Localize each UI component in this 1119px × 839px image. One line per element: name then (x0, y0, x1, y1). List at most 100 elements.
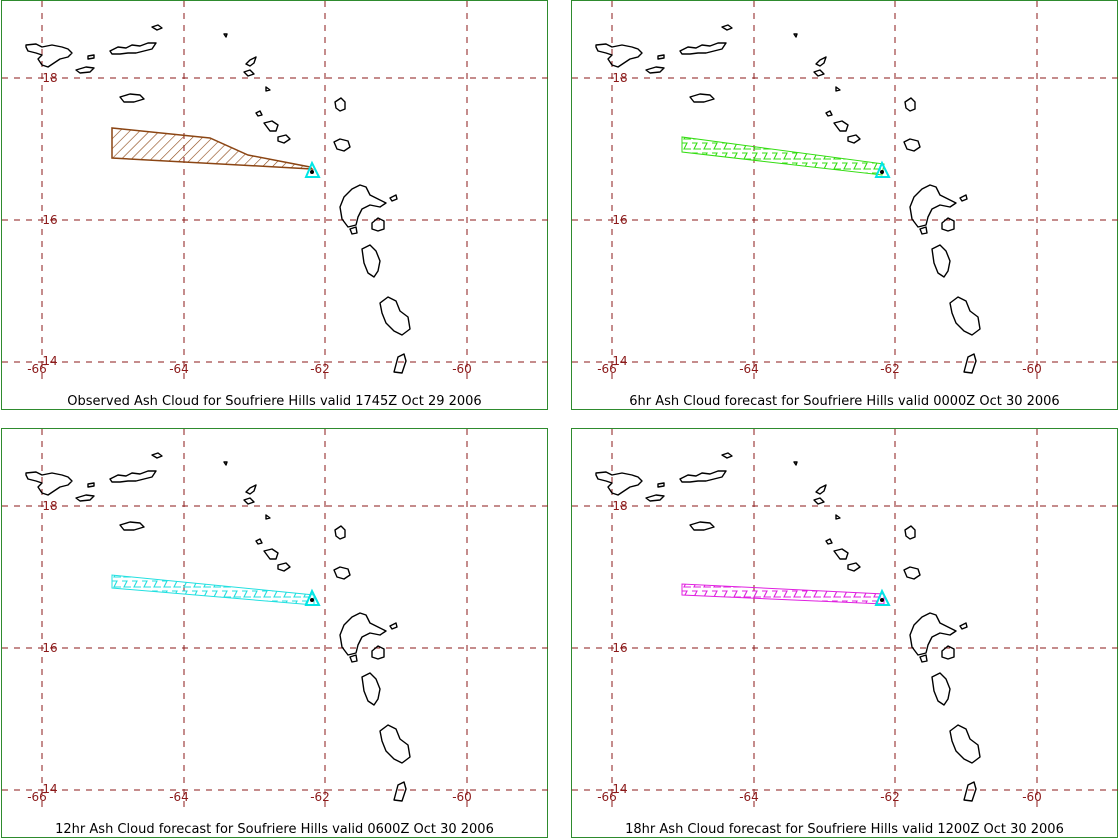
island-outline (151, 24, 163, 31)
island-outline (277, 134, 291, 144)
panel-caption: 18hr Ash Cloud forecast for Soufriere Hi… (625, 822, 1064, 837)
longitude-label: -60 (452, 790, 472, 804)
island-outline (243, 497, 255, 505)
island-outline (245, 484, 257, 495)
latitude-label: 16 (612, 641, 627, 655)
island-outline (679, 42, 727, 55)
island-outline (931, 244, 951, 278)
island-outline (339, 184, 387, 228)
longitude-label: -64 (169, 790, 189, 804)
island-outline (361, 672, 381, 706)
coastlines (595, 24, 981, 374)
island-outline (389, 622, 398, 630)
island-outline (903, 566, 921, 580)
island-outline (334, 97, 346, 112)
longitude-label: -66 (27, 362, 47, 376)
island-outline (265, 86, 271, 92)
island-outline (815, 484, 827, 495)
island-outline (339, 612, 387, 656)
island-outline (361, 244, 381, 278)
island-outline (349, 226, 358, 235)
graticule (572, 1, 1119, 383)
island-outline (75, 494, 95, 502)
longitude-label: -62 (880, 362, 900, 376)
latitude-label: 14 (612, 354, 627, 368)
island-outline (277, 562, 291, 572)
island-outline (349, 654, 358, 663)
island-outline (645, 66, 665, 74)
island-outline (109, 470, 157, 483)
longitude-label: -60 (1022, 790, 1042, 804)
island-outline (963, 353, 977, 374)
island-outline (847, 562, 861, 572)
panel-caption: 6hr Ash Cloud forecast for Soufriere Hil… (629, 394, 1060, 409)
island-outline (223, 461, 228, 466)
volcano-marker-icon (874, 160, 891, 178)
ash-cloud-observed (111, 127, 314, 170)
island-outline (265, 514, 271, 520)
island-outline (835, 86, 841, 92)
island-outline (645, 494, 665, 502)
longitude-label: -66 (597, 790, 617, 804)
island-outline (393, 353, 407, 374)
latitude-label: 18 (42, 71, 57, 85)
longitude-label: -60 (1022, 362, 1042, 376)
map-canvas: -66 -64 -62 -60 18 16 14 (572, 1, 1119, 383)
latitude-label: 16 (42, 641, 57, 655)
latitude-label: 14 (42, 354, 57, 368)
map-panel-observed: -66 -64 -62 -60 18 16 14 Observed Ash Cloud fo… (1, 0, 549, 410)
island-outline (379, 724, 411, 764)
island-outline (243, 69, 255, 77)
map-canvas: -66 -64 -62 -60 18 16 14 (572, 429, 1119, 811)
volcano-point (880, 170, 884, 174)
island-outline (963, 781, 977, 802)
island-outline (813, 497, 825, 505)
island-outline (334, 525, 346, 540)
island-outline (904, 525, 916, 540)
island-outline (245, 56, 257, 67)
volcano-marker-icon (874, 588, 891, 606)
island-outline (833, 548, 849, 560)
island-outline (255, 538, 263, 545)
longitude-label: -62 (880, 790, 900, 804)
latitude-label: 16 (612, 213, 627, 227)
longitude-label: -60 (452, 362, 472, 376)
latitude-label: 18 (612, 499, 627, 513)
map-canvas: -66 -64 -62 -60 18 16 14 (2, 1, 549, 383)
island-outline (919, 226, 928, 235)
island-outline (949, 296, 981, 336)
latitude-label: 18 (612, 71, 627, 85)
island-outline (904, 97, 916, 112)
latitude-label: 18 (42, 499, 57, 513)
volcano-marker-icon (304, 160, 321, 178)
island-outline (941, 217, 955, 232)
graticule (2, 1, 549, 383)
longitude-label: -64 (169, 362, 189, 376)
island-outline (919, 654, 928, 663)
island-outline (793, 461, 798, 466)
island-outline (333, 138, 351, 152)
volcano-point (310, 170, 314, 174)
island-outline (847, 134, 861, 144)
island-outline (109, 42, 157, 55)
island-outline (393, 781, 407, 802)
panel-caption: 12hr Ash Cloud forecast for Soufriere Hi… (55, 822, 494, 837)
island-outline (223, 33, 228, 38)
ash-cloud-forecast (681, 136, 885, 176)
island-outline (371, 645, 385, 660)
map-panel-6hr: -66 -64 -62 -60 18 16 14 6hr Ash Cloud forecas… (571, 0, 1119, 410)
island-outline (75, 66, 95, 74)
island-outline (825, 110, 833, 117)
island-outline (721, 452, 733, 459)
graticule (572, 429, 1119, 811)
coastlines (595, 452, 981, 802)
island-outline (379, 296, 411, 336)
volcano-marker-icon (304, 588, 321, 606)
island-outline (25, 471, 73, 496)
island-outline (959, 622, 968, 630)
island-outline (333, 566, 351, 580)
latitude-label: 14 (42, 782, 57, 796)
island-outline (815, 56, 827, 67)
volcano-point (880, 598, 884, 602)
longitude-label: -66 (27, 790, 47, 804)
